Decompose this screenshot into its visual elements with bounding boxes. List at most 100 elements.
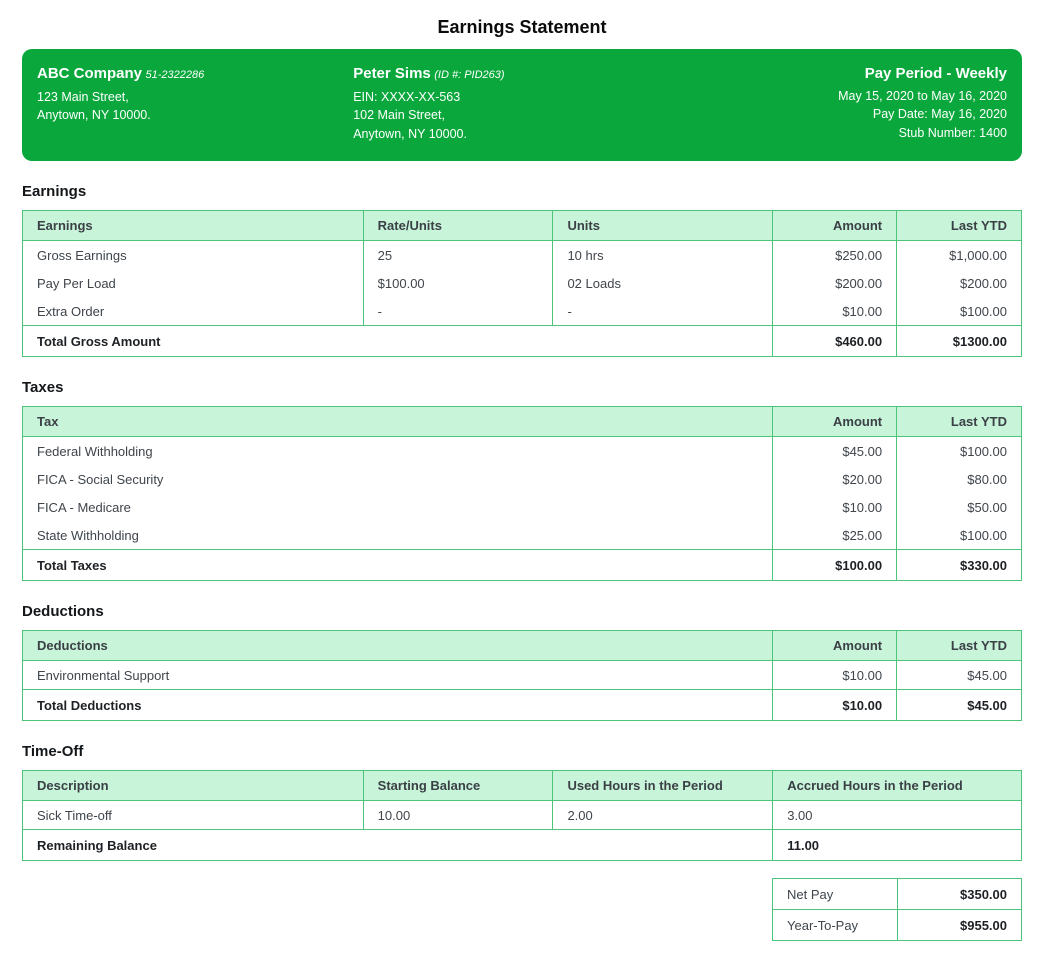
deductions-section: Deductions Deductions Amount Last YTD Envir…	[21, 603, 1022, 721]
deductions-section-title: Deductions	[22, 603, 104, 620]
column-header: Amount	[772, 406, 898, 437]
net-pay-table: Net Pay $350.00 Year-To-Pay $955.00	[772, 878, 1022, 941]
table-cell: Sick Time-off	[22, 800, 364, 830]
table-row: Sick Time-off 10.00 2.00 3.00	[22, 800, 1022, 830]
table-cell: Environmental Support	[21, 660, 774, 690]
company-name: ABC Company	[37, 65, 143, 82]
total-row: Total Taxes $100.00 $330.00	[21, 549, 1022, 581]
column-header: Last YTD	[896, 210, 1022, 241]
stub-number: Stub Number: 1400	[898, 125, 1007, 140]
company-name-line: ABC Company 51-2322286	[37, 65, 353, 85]
table-cell: Year-To-Pay	[772, 909, 898, 941]
employee-ein: EIN: XXXX-XX-563	[353, 89, 461, 104]
table-cell: 10 hrs	[552, 240, 774, 269]
company-reg-id: 51-2322286	[145, 69, 205, 81]
table-header-row: Description Starting Balance Used Hours in…	[22, 770, 1022, 801]
company-address-line1: 123 Main Street,	[37, 89, 129, 104]
total-label: Total Taxes	[21, 549, 774, 581]
table-cell: 2.00	[552, 800, 774, 830]
net-pay-summary: Net Pay $350.00 Year-To-Pay $955.00	[22, 878, 1022, 941]
total-value: $10.00	[772, 689, 898, 721]
column-header: Tax	[21, 406, 774, 437]
table-row: Year-To-Pay $955.00	[772, 909, 1022, 941]
total-value: $460.00	[772, 325, 898, 357]
table-cell: $10.00	[772, 297, 898, 326]
total-value: $100.00	[772, 549, 898, 581]
table-row: Gross Earnings 25 10 hrs $250.00 $1,000.00	[22, 240, 1022, 269]
table-cell: FICA - Medicare	[21, 493, 774, 521]
table-cell: $25.00	[772, 521, 898, 550]
column-header: Description	[22, 770, 364, 801]
table-cell: $100.00	[362, 269, 554, 297]
table-cell: $100.00	[896, 297, 1022, 326]
total-row: Total Gross Amount $460.00 $1300.00	[21, 325, 1022, 357]
column-header: Accrued Hours in the Period	[772, 770, 1022, 801]
table-cell: $10.00	[772, 660, 898, 690]
total-label: Total Gross Amount	[21, 325, 774, 357]
pay-period-info: Pay Period - Weekly May 15, 2020 to May …	[745, 65, 1007, 143]
table-row: Extra Order - - $10.00 $100.00	[22, 297, 1022, 326]
table-row: Pay Per Load $100.00 02 Loads $200.00 $200.0…	[22, 269, 1022, 297]
timeoff-section: Time-Off Description Starting Balance Used…	[21, 743, 1022, 861]
total-value: 11.00	[772, 829, 1022, 861]
table-row: FICA - Medicare $10.00 $50.00	[21, 493, 1022, 521]
deductions-table: Deductions Amount Last YTD Environmental Su…	[21, 630, 1022, 721]
table-cell: $200.00	[772, 269, 898, 297]
column-header: Rate/Units	[362, 210, 554, 241]
table-cell: -	[552, 297, 774, 326]
table-cell: $20.00	[772, 465, 898, 493]
column-header: Units	[552, 210, 774, 241]
column-header: Used Hours in the Period	[552, 770, 774, 801]
table-cell: $100.00	[896, 521, 1022, 550]
statement-header-banner: ABC Company 51-2322286 123 Main Street, …	[22, 49, 1022, 161]
table-cell: State Withholding	[21, 521, 774, 550]
earnings-section-title: Earnings	[22, 183, 87, 200]
table-cell: Extra Order	[22, 297, 364, 326]
table-cell: $350.00	[896, 878, 1022, 910]
company-address-line2: Anytown, NY 10000.	[37, 108, 151, 122]
table-row: Environmental Support $10.00 $45.00	[21, 660, 1022, 690]
table-cell: -	[362, 297, 554, 326]
table-row: State Withholding $25.00 $100.00	[21, 521, 1022, 550]
taxes-section: Taxes Tax Amount Last YTD Federal Withholdi…	[21, 379, 1022, 581]
table-cell: $45.00	[772, 436, 898, 465]
table-cell: Pay Per Load	[22, 269, 364, 297]
taxes-table: Tax Amount Last YTD Federal Withholding $45.…	[21, 406, 1022, 581]
total-value: $1300.00	[896, 325, 1022, 357]
company-info: ABC Company 51-2322286 123 Main Street, …	[37, 65, 353, 143]
total-row: Remaining Balance 11.00	[21, 829, 1022, 861]
employee-address-line1: 102 Main Street,	[353, 108, 445, 122]
pay-period-range: May 15, 2020 to May 16, 2020	[838, 88, 1007, 103]
table-row: Net Pay $350.00	[772, 878, 1022, 910]
total-row: Total Deductions $10.00 $45.00	[21, 689, 1022, 721]
timeoff-table: Description Starting Balance Used Hours in…	[21, 770, 1022, 861]
table-cell: $10.00	[772, 493, 898, 521]
table-cell: $50.00	[896, 493, 1022, 521]
table-cell: $1,000.00	[896, 240, 1022, 269]
table-cell: 3.00	[772, 800, 1022, 830]
earnings-table: Earnings Rate/Units Units Amount Last YTD Gro…	[21, 210, 1022, 357]
table-cell: Gross Earnings	[22, 240, 364, 269]
column-header: Earnings	[22, 210, 364, 241]
column-header: Starting Balance	[362, 770, 554, 801]
column-header: Last YTD	[896, 630, 1022, 661]
pay-date: Pay Date: May 16, 2020	[872, 107, 1007, 121]
total-label: Remaining Balance	[21, 829, 774, 861]
column-header: Deductions	[21, 630, 774, 661]
total-label: Total Deductions	[21, 689, 774, 721]
table-row: FICA - Social Security $20.00 $80.00	[21, 465, 1022, 493]
table-header-row: Deductions Amount Last YTD	[21, 630, 1022, 661]
table-cell: $100.00	[896, 436, 1022, 465]
column-header: Amount	[772, 210, 898, 241]
table-row: Federal Withholding $45.00 $100.00	[21, 436, 1022, 465]
table-cell: 25	[362, 240, 554, 269]
page-title: Earnings Statement	[437, 17, 607, 37]
pay-period-label: Pay Period - Weekly	[864, 65, 1007, 82]
table-header-row: Earnings Rate/Units Units Amount Last YTD	[22, 210, 1022, 241]
table-cell: $200.00	[896, 269, 1022, 297]
table-cell: $80.00	[896, 465, 1022, 493]
table-cell: 10.00	[362, 800, 554, 830]
table-cell: 02 Loads	[552, 269, 774, 297]
table-cell: $250.00	[772, 240, 898, 269]
employee-info: Peter Sims (ID #: PID263) EIN: XXXX-XX-5…	[353, 65, 745, 143]
